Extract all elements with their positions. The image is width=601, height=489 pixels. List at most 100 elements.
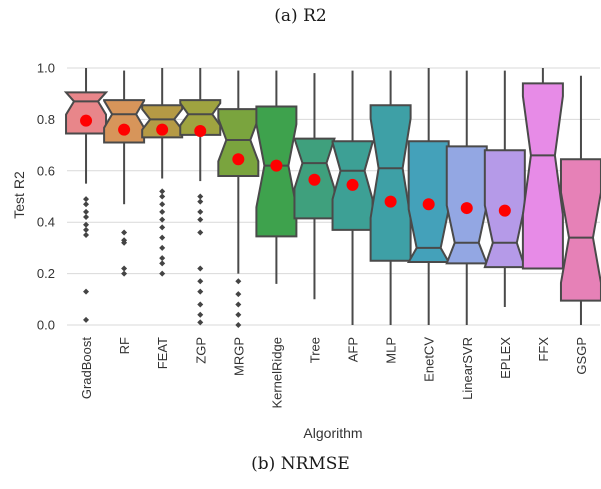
outlier-point	[197, 278, 204, 285]
box-linearsvr	[445, 70, 489, 325]
outlier-point	[235, 311, 242, 318]
mean-marker	[156, 123, 169, 136]
box-body	[141, 104, 184, 139]
outlier-point	[197, 198, 204, 205]
box-tree	[293, 73, 336, 300]
caption-bottom: (b) NRMSE	[251, 454, 350, 474]
mean-marker	[308, 173, 321, 186]
y-tick-labels: 0.0 0.2 0.4 0.6 0.8 1.0	[37, 61, 55, 333]
outlier-point	[197, 216, 204, 223]
outlier-point	[235, 278, 242, 285]
outlier-point	[83, 208, 90, 215]
box-eplex	[483, 70, 527, 308]
box-layer	[63, 68, 601, 328]
outlier-point	[159, 234, 166, 241]
outlier-point	[235, 291, 242, 298]
mean-marker	[270, 159, 283, 172]
y-tick-label: 1.0	[37, 61, 55, 76]
mean-marker	[346, 178, 359, 191]
mean-marker	[460, 202, 473, 215]
box-body	[63, 91, 109, 135]
y-tick-label: 0.2	[37, 266, 55, 281]
outlier-point	[121, 270, 128, 277]
outlier-point	[159, 188, 166, 195]
outlier-point	[197, 311, 204, 318]
y-tick-label: 0.0	[37, 318, 55, 333]
x-tick-label: AFP	[346, 337, 361, 362]
outlier-point	[159, 270, 166, 277]
outlier-point	[83, 214, 90, 221]
outlier-point	[159, 216, 166, 223]
outlier-point	[83, 196, 90, 203]
box-afp	[331, 70, 374, 325]
outlier-point	[159, 260, 166, 267]
mean-marker	[194, 124, 207, 137]
outlier-point	[121, 229, 128, 236]
outlier-point	[159, 208, 166, 215]
x-tick-label: MRGP	[231, 337, 246, 376]
y-tick-label: 0.4	[37, 215, 55, 230]
outlier-point	[121, 265, 128, 272]
box-body	[179, 99, 222, 136]
x-tick-label: KernelRidge	[269, 337, 284, 409]
outlier-point	[83, 201, 90, 208]
x-tick-label: FFX	[536, 337, 551, 362]
x-tick-label: Tree	[307, 337, 322, 363]
box-body	[103, 99, 146, 144]
mean-marker	[80, 114, 93, 127]
x-tick-label: GSGP	[574, 337, 589, 375]
outlier-point	[197, 208, 204, 215]
x-tick-label: MLP	[384, 337, 399, 364]
x-tick-labels: GradBoost RF FEAT ZGP MRGP KernelRidge Tree AFP…	[79, 337, 589, 409]
mean-marker	[498, 204, 511, 217]
box-mrgp	[217, 70, 260, 328]
outlier-point	[83, 221, 90, 228]
box-gsgp	[559, 75, 601, 325]
outlier-point	[235, 301, 242, 308]
outlier-point	[197, 265, 204, 272]
x-tick-label: EnetCV	[422, 337, 437, 382]
x-tick-label: EPLEX	[498, 337, 513, 379]
box-mlp	[369, 70, 412, 325]
y-tick-label: 0.8	[37, 112, 55, 127]
y-tick-label: 0.6	[37, 163, 55, 178]
box-rf	[103, 70, 146, 277]
box-gradboost	[63, 68, 109, 323]
outlier-point	[197, 319, 204, 326]
outlier-point	[83, 316, 90, 323]
x-tick-label: ZGP	[193, 337, 208, 364]
outlier-point	[159, 193, 166, 200]
box-zgp	[179, 68, 222, 326]
outlier-point	[197, 193, 204, 200]
mean-marker	[232, 153, 245, 166]
outlier-point	[197, 288, 204, 295]
outlier-point	[235, 322, 242, 328]
outlier-point	[83, 232, 90, 239]
box-body	[217, 108, 260, 177]
x-tick-label: FEAT	[155, 337, 170, 369]
box-body	[369, 104, 412, 262]
x-axis-title: Algorithm	[303, 425, 362, 441]
caption-top: (a) R2	[274, 6, 327, 26]
box-kernelridge	[255, 70, 298, 284]
box-body	[559, 158, 601, 302]
box-ffx	[521, 68, 564, 270]
outlier-point	[197, 229, 204, 236]
outlier-point	[159, 201, 166, 208]
x-tick-label: GradBoost	[79, 337, 94, 400]
outlier-point	[159, 244, 166, 251]
outlier-point	[83, 288, 90, 295]
x-tick-label: LinearSVR	[460, 337, 475, 400]
x-tick-label: RF	[117, 337, 132, 354]
outlier-point	[159, 255, 166, 262]
outlier-point	[159, 224, 166, 231]
outlier-point	[197, 301, 204, 308]
box-body	[521, 82, 564, 270]
mean-marker	[384, 195, 397, 208]
box-feat	[141, 68, 184, 277]
mean-marker	[422, 198, 435, 211]
box-enetcv	[406, 68, 451, 325]
outlier-point	[83, 226, 90, 233]
mean-marker	[118, 123, 131, 136]
